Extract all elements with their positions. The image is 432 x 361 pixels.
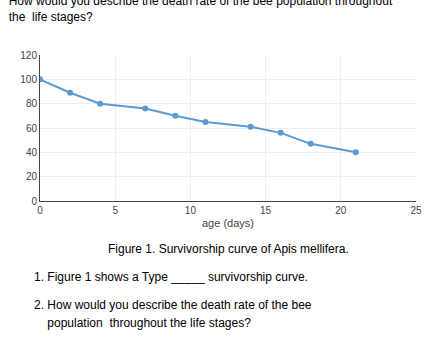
svg-text:2. How would you describe the: 2. How would you describe the death rate… — [34, 298, 312, 312]
svg-text:How would you describe the dea: How would you describe the death rate of… — [9, 0, 393, 24]
svg-text:population throughout the lif: population throughout the life stages? — [34, 316, 251, 330]
svg-text:25: 25 — [410, 205, 422, 216]
svg-text:20: 20 — [335, 205, 347, 216]
svg-text:0: 0 — [31, 196, 37, 207]
svg-text:20: 20 — [26, 171, 38, 182]
svg-text:5: 5 — [112, 205, 118, 216]
svg-text:10: 10 — [185, 205, 197, 216]
svg-text:40: 40 — [26, 147, 38, 158]
svg-text:0: 0 — [37, 205, 43, 216]
svg-text:60: 60 — [26, 123, 38, 134]
svg-text:100: 100 — [20, 74, 37, 85]
svg-text:80: 80 — [26, 98, 38, 109]
svg-text:1. Figure 1 shows a Type _____: 1. Figure 1 shows a Type _____ survivors… — [34, 270, 308, 284]
svg-text:120: 120 — [20, 50, 37, 61]
svg-text:Figure 1. Survivorship curve o: Figure 1. Survivorship curve of Apis mel… — [108, 242, 349, 256]
svg-text:age (days): age (days) — [202, 217, 254, 229]
svg-text:15: 15 — [260, 205, 272, 216]
